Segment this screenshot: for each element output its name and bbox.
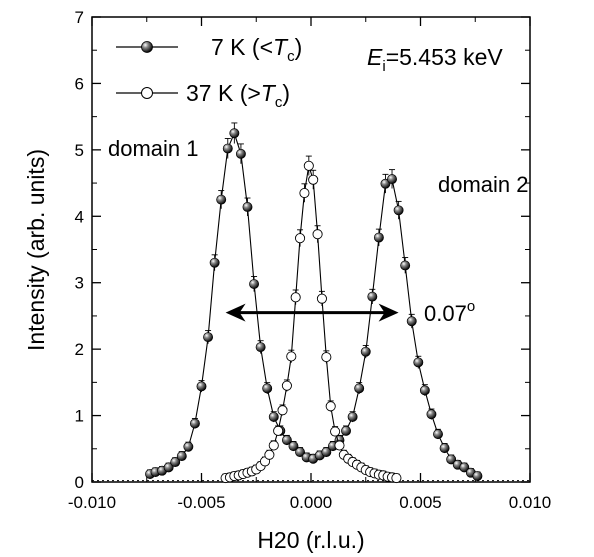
data-point <box>439 443 450 454</box>
y-tick-label: 4 <box>75 207 84 226</box>
data-point <box>433 429 443 440</box>
data-point <box>288 441 299 452</box>
data-point <box>373 232 384 243</box>
data-point <box>316 293 328 304</box>
data-point <box>290 292 301 303</box>
data-point <box>249 279 260 289</box>
data-point <box>321 352 332 363</box>
y-tick-label: 5 <box>75 141 84 160</box>
data-point <box>209 257 220 268</box>
legend: 7 K (<Tc) 37 K (>Tc) <box>116 34 302 111</box>
x-tick-label: -0.005 <box>177 493 225 512</box>
legend-label-7k: 7 K (<Tc) <box>211 34 302 65</box>
x-tick-label: 0.000 <box>290 493 333 512</box>
data-point <box>341 425 351 436</box>
data-point <box>387 174 397 185</box>
axis-ticks: -0.010 -0.005 0.000 0.005 0.010 0 1 2 3 4 5 6 7 <box>68 8 551 512</box>
data-point <box>294 233 306 244</box>
data-point <box>295 447 305 458</box>
legend-marker-filled <box>141 41 153 53</box>
data-point <box>321 447 332 458</box>
data-point <box>334 440 345 451</box>
data-point <box>281 435 292 446</box>
y-tick-label: 6 <box>75 74 84 93</box>
data-point <box>277 405 288 416</box>
data-point <box>222 143 233 154</box>
data-point <box>360 346 371 357</box>
data-point <box>189 418 200 429</box>
annotation-domain-1: domain 1 <box>108 136 199 161</box>
data-point <box>472 471 483 481</box>
y-tick-label: 2 <box>75 340 84 359</box>
series-37k <box>220 155 402 484</box>
data-point <box>419 385 430 396</box>
data-point <box>196 381 207 392</box>
legend-entry-37k: 37 K (>Tc) <box>116 80 290 111</box>
data-point <box>216 194 227 205</box>
data-point <box>406 316 417 327</box>
legend-entry-7k: 7 K (<Tc) <box>116 34 302 65</box>
legend-marker-open <box>141 87 153 99</box>
data-point <box>367 291 378 302</box>
data-point <box>325 401 336 412</box>
legend-label-37k: 37 K (>Tc) <box>186 80 290 111</box>
arrow-head-right <box>378 303 399 322</box>
x-axis-title: H20 (r.l.u.) <box>257 527 364 553</box>
data-point <box>299 187 310 199</box>
arrow-head-left <box>225 303 246 322</box>
y-tick-label: 7 <box>75 8 84 27</box>
data-point <box>393 205 404 216</box>
data-point <box>391 472 402 484</box>
data-point <box>459 462 470 473</box>
data-point <box>255 342 266 353</box>
x-tick-label: 0.005 <box>399 493 442 512</box>
plot-frame <box>91 16 531 483</box>
x-tick-label: -0.010 <box>68 493 116 512</box>
series-line <box>225 165 397 479</box>
data-point <box>264 449 275 460</box>
data-point <box>176 451 187 462</box>
width-arrow <box>225 303 399 322</box>
data-point <box>273 425 284 436</box>
x-tick-label: 0.010 <box>509 493 552 512</box>
data-point <box>242 202 253 212</box>
data-point <box>235 148 246 159</box>
data-point <box>286 351 297 362</box>
y-tick-label: 3 <box>75 274 84 293</box>
data-point <box>354 383 365 394</box>
y-tick-label: 0 <box>75 473 84 492</box>
data-point <box>170 457 181 468</box>
data-point <box>330 426 341 437</box>
data-point <box>268 440 279 451</box>
y-axis-title: Intensity (arb. units) <box>23 149 49 351</box>
data-point <box>303 160 314 171</box>
series-layer <box>145 122 483 484</box>
data-point <box>203 332 214 343</box>
annotation-domain-2: domain 2 <box>438 172 529 197</box>
data-point <box>413 357 424 368</box>
data-point <box>308 174 319 185</box>
data-point <box>262 383 273 394</box>
annotation-width: 0.07o <box>424 298 475 326</box>
data-point <box>426 409 437 420</box>
data-point <box>312 229 323 240</box>
energy-label: Ei=5.453 keV <box>367 44 503 75</box>
data-point <box>163 462 174 473</box>
y-tick-label: 1 <box>75 407 84 426</box>
data-point <box>229 128 240 139</box>
data-point <box>347 411 358 422</box>
data-point <box>446 454 457 465</box>
data-point <box>268 411 279 422</box>
data-point <box>400 260 411 271</box>
data-point <box>281 380 292 391</box>
data-point <box>183 441 194 452</box>
